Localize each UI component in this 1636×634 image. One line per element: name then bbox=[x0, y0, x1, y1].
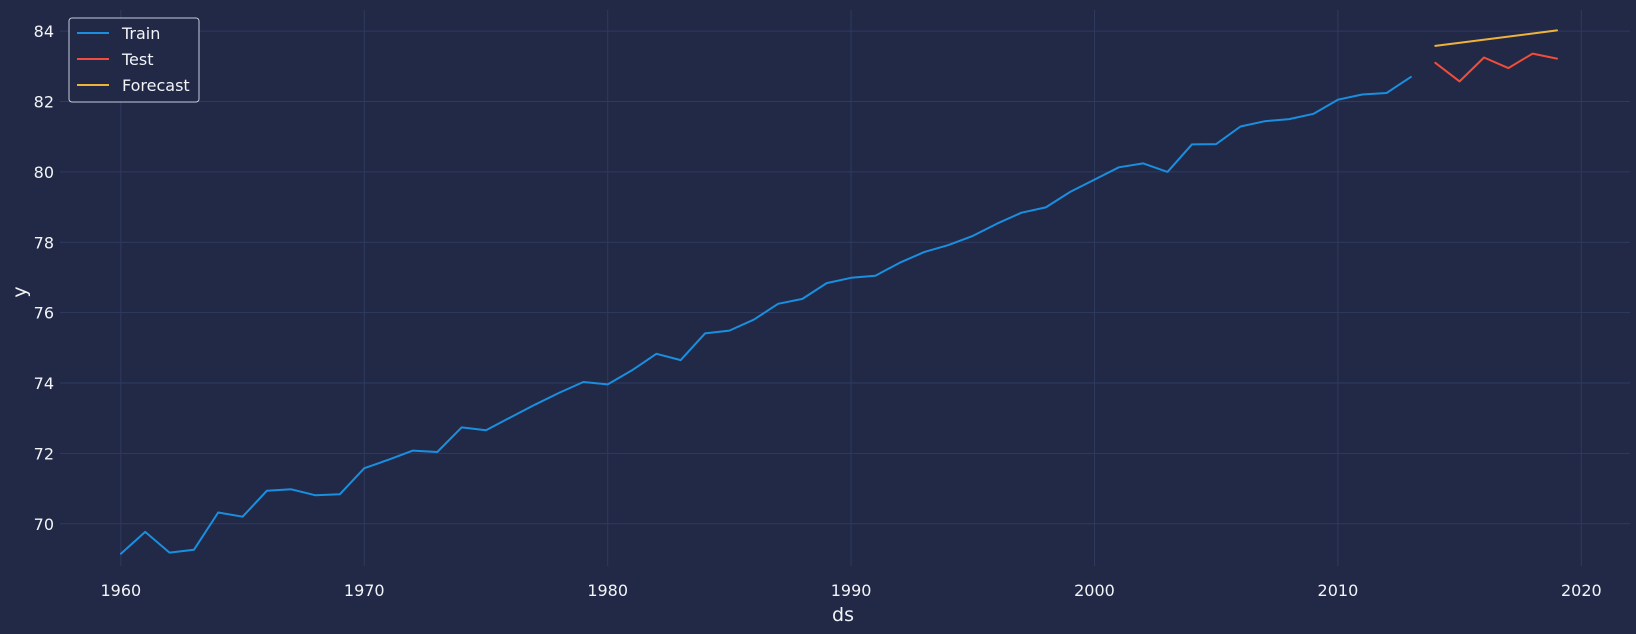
x-tick-label: 2010 bbox=[1318, 581, 1359, 600]
x-axis-label: ds bbox=[832, 604, 854, 626]
y-tick-label: 78 bbox=[34, 233, 54, 252]
y-tick-label: 82 bbox=[34, 92, 54, 111]
x-axis-ticks: 1960 1970 1980 1990 2000 2010 2020 bbox=[100, 581, 1601, 600]
y-tick-label: 70 bbox=[34, 515, 54, 534]
legend: Train Test Forecast bbox=[68, 17, 200, 103]
x-tick-label: 1970 bbox=[344, 581, 385, 600]
y-axis-label: y bbox=[9, 286, 31, 297]
x-tick-label: 1980 bbox=[587, 581, 628, 600]
x-tick-label: 1990 bbox=[831, 581, 872, 600]
legend-box bbox=[68, 17, 200, 103]
series-line-forecast bbox=[1434, 29, 1558, 47]
y-tick-label: 72 bbox=[34, 444, 54, 463]
series-line-test bbox=[1434, 52, 1558, 83]
y-tick-label: 76 bbox=[34, 304, 54, 323]
x-tick-label: 2020 bbox=[1561, 581, 1602, 600]
legend-label: Test bbox=[121, 50, 154, 69]
series-layer bbox=[119, 29, 1558, 555]
x-tick-label: 2000 bbox=[1074, 581, 1115, 600]
grid bbox=[60, 10, 1630, 566]
y-tick-label: 74 bbox=[34, 374, 54, 393]
x-tick-label: 1960 bbox=[100, 581, 141, 600]
legend-label: Forecast bbox=[122, 76, 190, 95]
y-tick-label: 84 bbox=[34, 22, 54, 41]
y-axis-ticks: 70 72 74 76 78 80 82 84 bbox=[34, 22, 54, 534]
y-tick-label: 80 bbox=[34, 163, 54, 182]
series-line-train bbox=[119, 75, 1412, 555]
legend-label: Train bbox=[121, 24, 160, 43]
